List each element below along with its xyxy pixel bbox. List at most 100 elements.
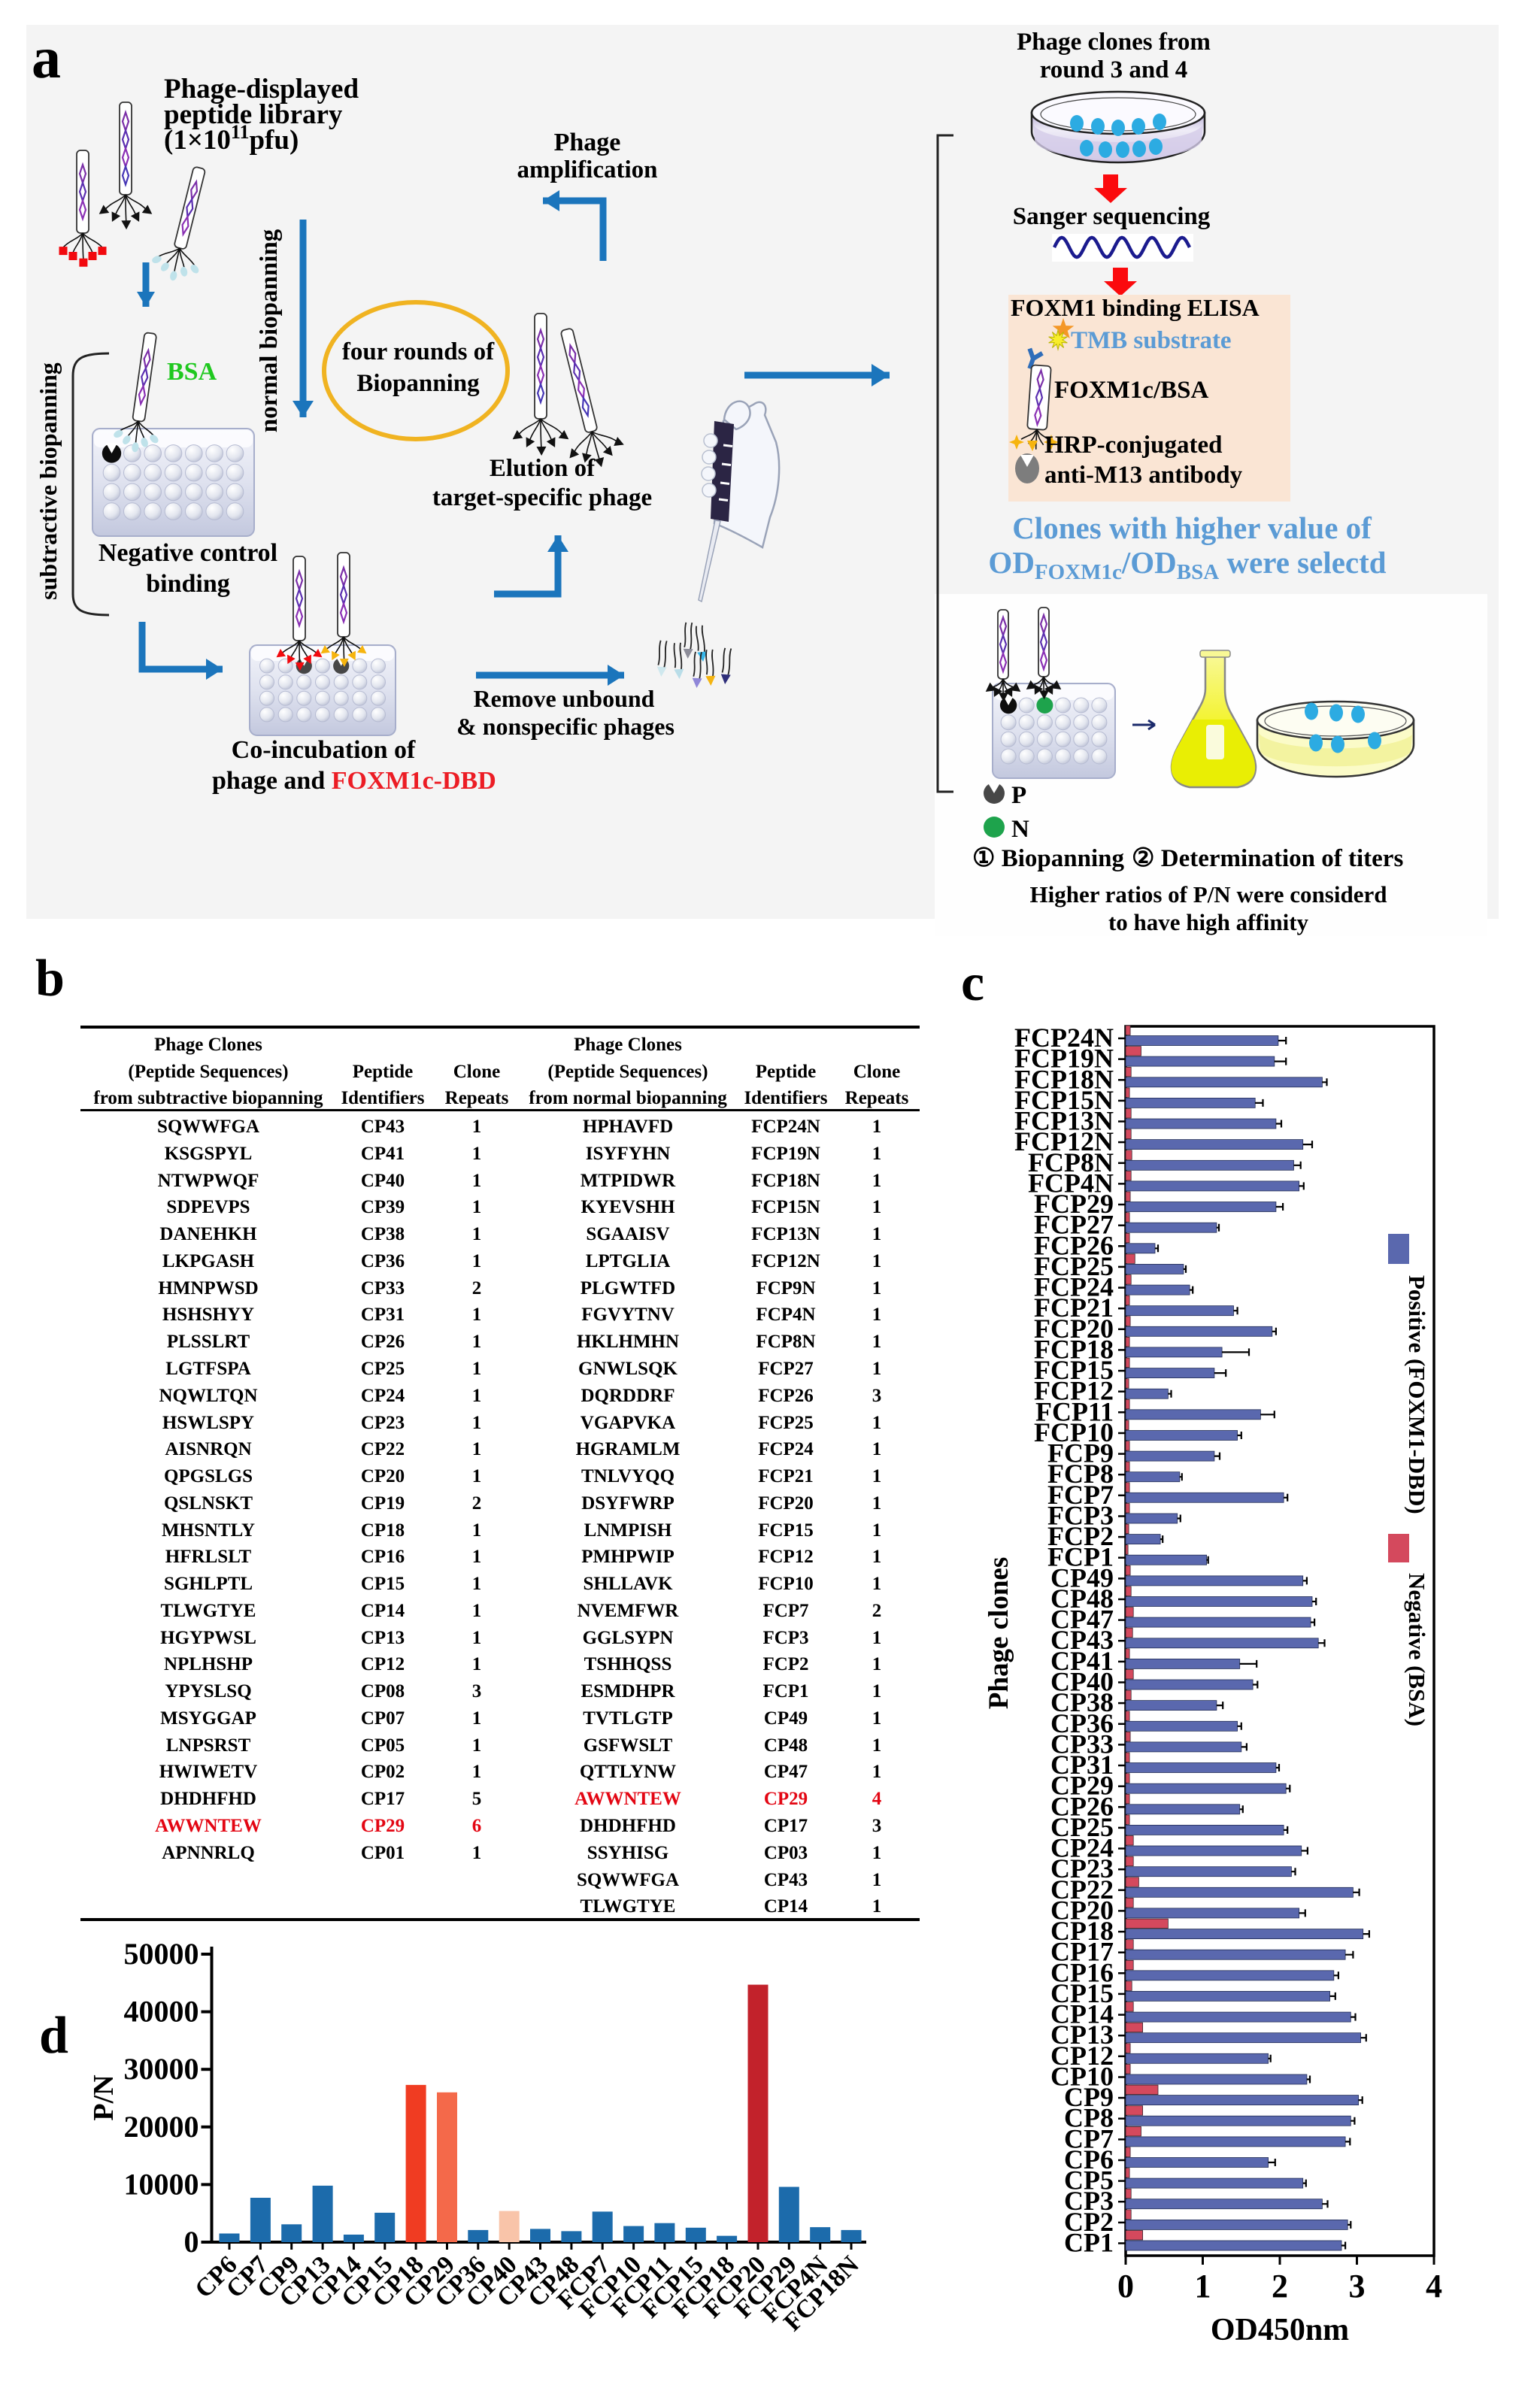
svg-text:P: P [1011,782,1026,809]
svg-text:FCP10: FCP10 [1034,1417,1114,1447]
svg-text:binding: binding [146,570,230,598]
svg-text:CP8: CP8 [1064,2103,1114,2133]
svg-text:TMB substrate: TMB substrate [1071,327,1232,354]
svg-text:FCP8N: FCP8N [1028,1147,1114,1177]
svg-text:CP7: CP7 [1064,2123,1114,2153]
svg-text:CP31: CP31 [1050,1750,1114,1780]
svg-text:FCP21: FCP21 [1034,1292,1114,1323]
svg-text:CP13: CP13 [1050,2020,1114,2050]
svg-text:2: 2 [1272,2268,1288,2305]
svg-text:Co-incubation of: Co-incubation of [232,736,416,764]
svg-text:P/N: P/N [88,2074,120,2120]
svg-text:CP9: CP9 [1064,2082,1114,2112]
svg-text:CP43: CP43 [1050,1625,1114,1655]
svg-text:10000: 10000 [124,2167,199,2201]
svg-text:CP1: CP1 [1064,2228,1114,2258]
svg-text:to have high affinity: to have high affinity [1108,909,1309,935]
svg-text:FCP25: FCP25 [1034,1251,1114,1281]
svg-text:CP14: CP14 [1050,1999,1114,2029]
svg-text:normal biopanning: normal biopanning [256,229,283,432]
svg-text:CP48: CP48 [1050,1583,1114,1614]
svg-text:amplification: amplification [517,156,658,183]
svg-text:40000: 40000 [124,1995,199,2029]
svg-text:subtractive biopanning: subtractive biopanning [35,362,62,600]
svg-text:4: 4 [1426,2268,1442,2305]
svg-text:FCP26: FCP26 [1034,1230,1114,1260]
svg-text:FCP24N: FCP24N [1014,1023,1114,1053]
svg-text:CP33: CP33 [1050,1729,1114,1759]
svg-text:Elution of: Elution of [490,455,596,482]
svg-text:FCP1: FCP1 [1047,1542,1114,1572]
svg-text:CP38: CP38 [1050,1687,1114,1717]
svg-text:FCP20: FCP20 [1034,1314,1114,1344]
svg-text:CP49: CP49 [1050,1562,1114,1593]
svg-text:round 3 and 4: round 3 and 4 [1040,56,1188,83]
svg-text:Negative (BSA): Negative (BSA) [1404,1573,1430,1726]
svg-text:CP47: CP47 [1050,1605,1114,1635]
svg-text:CP15: CP15 [1050,1978,1114,2008]
svg-text:FCP15: FCP15 [1034,1355,1114,1385]
svg-text:FCP19N: FCP19N [1014,1044,1114,1074]
svg-text:50000: 50000 [124,1937,199,1971]
svg-text:Remove unbound: Remove unbound [474,685,655,712]
svg-text:0: 0 [184,2225,199,2259]
svg-text:target-specific phage: target-specific phage [432,484,652,511]
svg-text:① Biopanning: ① Biopanning [972,844,1124,872]
svg-text:20000: 20000 [124,2110,199,2144]
svg-text:FCP11: FCP11 [1035,1396,1114,1426]
svg-text:30000: 30000 [124,2052,199,2086]
svg-text:CP22: CP22 [1050,1874,1114,1905]
svg-text:CP2: CP2 [1064,2207,1114,2237]
svg-text:Phage clones: Phage clones [984,1557,1014,1709]
svg-text:CP24: CP24 [1050,1833,1114,1863]
svg-text:Biopanning: Biopanning [356,370,480,397]
svg-text:0: 0 [1117,2268,1134,2305]
svg-text:FCP18N: FCP18N [1014,1064,1114,1094]
svg-text:CP18: CP18 [1050,1916,1114,1946]
svg-text:CP12: CP12 [1050,2041,1114,2071]
svg-text:CP10: CP10 [1050,2062,1114,2092]
svg-text:FCP8: FCP8 [1047,1459,1114,1489]
svg-text:FCP29: FCP29 [1034,1189,1114,1219]
svg-text:HRP-conjugated: HRP-conjugated [1044,432,1222,459]
svg-text:Higher ratios of P/N were cons: Higher ratios of P/N were considerd [1030,881,1387,908]
svg-text:FCP12N: FCP12N [1014,1126,1114,1156]
svg-text:FCP13N: FCP13N [1014,1106,1114,1136]
svg-text:CP29: CP29 [1050,1771,1114,1801]
svg-text:CP17: CP17 [1050,1937,1114,1967]
svg-text:FCP12: FCP12 [1034,1376,1114,1406]
svg-text:CP16: CP16 [1050,1957,1114,1987]
svg-text:CP5: CP5 [1064,2165,1114,2196]
svg-text:a: a [32,25,61,90]
svg-text:FCP2: FCP2 [1047,1521,1114,1551]
svg-text:Phage-displayed: Phage-displayed [164,74,359,105]
svg-text:FCP18: FCP18 [1034,1334,1114,1364]
svg-text:FOXM1 binding ELISA: FOXM1 binding ELISA [1011,294,1260,321]
svg-text:BSA: BSA [167,358,217,386]
svg-text:CP25: CP25 [1050,1812,1114,1842]
svg-text:② Determination of titers: ② Determination of titers [1132,844,1403,872]
svg-text:CP20: CP20 [1050,1895,1114,1925]
svg-text:Negative control: Negative control [99,539,277,567]
svg-text:CP41: CP41 [1050,1646,1114,1676]
svg-text:CP26: CP26 [1050,1791,1114,1821]
svg-text:CP36: CP36 [1050,1708,1114,1738]
svg-text:CP23: CP23 [1050,1853,1114,1883]
svg-text:peptide library: peptide library [164,99,343,130]
svg-text:CP6: CP6 [1064,2144,1114,2174]
svg-text:OD450nm: OD450nm [1211,2313,1349,2347]
svg-text:FCP15N: FCP15N [1014,1085,1114,1115]
svg-text:FOXM1c/BSA: FOXM1c/BSA [1054,377,1208,404]
svg-text:anti-M13 antibody: anti-M13 antibody [1044,462,1243,489]
svg-text:CP3: CP3 [1064,2186,1114,2216]
svg-text:1: 1 [1195,2268,1211,2305]
svg-text:four rounds of: four rounds of [342,338,495,365]
svg-text:FCP9: FCP9 [1047,1438,1114,1468]
svg-text:Phage clones from: Phage clones from [1017,29,1211,56]
svg-text:N: N [1011,816,1029,843]
svg-text:FCP27: FCP27 [1034,1210,1114,1240]
svg-text:FCP4N: FCP4N [1028,1168,1114,1198]
svg-text:& nonspecific phages: & nonspecific phages [456,713,675,740]
svg-text:FCP7: FCP7 [1047,1480,1114,1510]
svg-text:phage and FOXM1c-DBD: phage and FOXM1c-DBD [212,767,496,795]
